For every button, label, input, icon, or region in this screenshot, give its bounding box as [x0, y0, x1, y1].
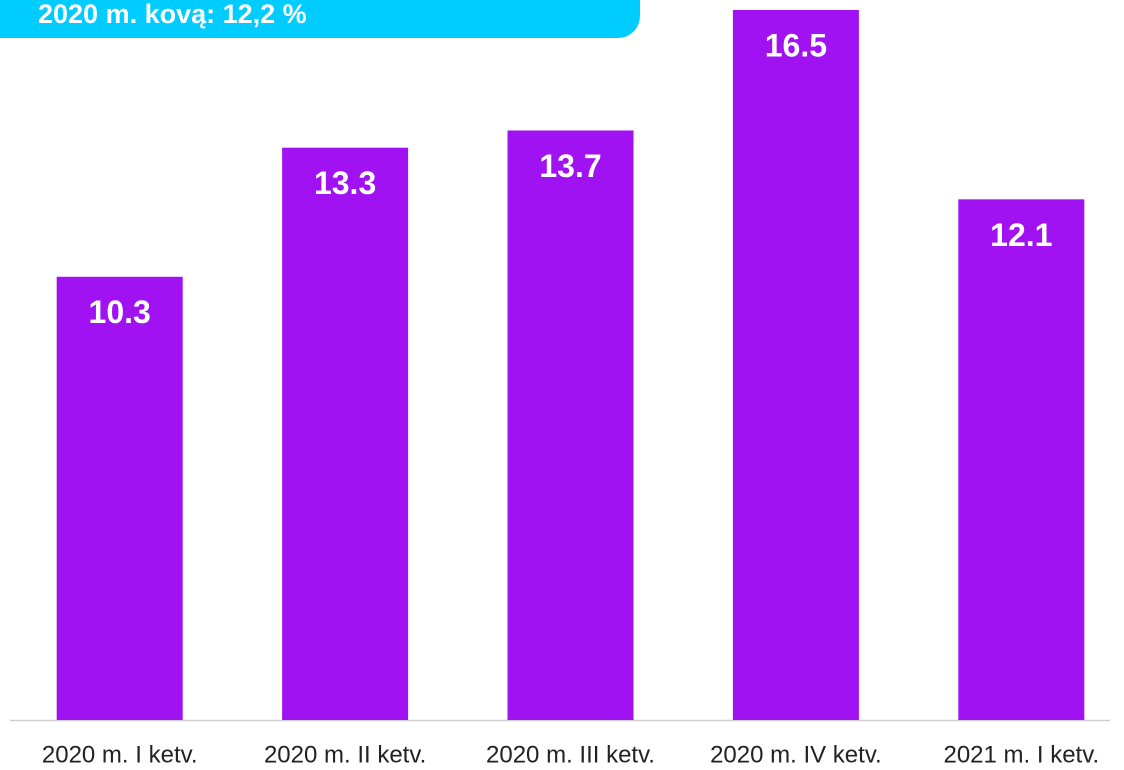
- x-tick-label: 2020 m. III ketv.: [486, 741, 655, 768]
- bar: [958, 199, 1085, 721]
- bar: [507, 130, 634, 720]
- value-label: 13.7: [539, 148, 601, 184]
- x-tick-label: 2020 m. II ketv.: [264, 741, 426, 768]
- x-tick-label: 2021 m. I ketv.: [943, 741, 1099, 768]
- value-label: 10.3: [89, 294, 151, 330]
- chart-title: 2020 m. kovą: 12,2 %: [38, 0, 307, 29]
- value-label: 13.3: [314, 165, 376, 201]
- bar: [282, 147, 409, 721]
- value-label: 12.1: [990, 217, 1052, 253]
- x-tick-label: 2020 m. IV ketv.: [710, 741, 882, 768]
- title-banner: [0, 0, 640, 38]
- bar: [56, 276, 183, 720]
- x-tick-label: 2020 m. I ketv.: [42, 741, 198, 768]
- bar: [732, 10, 859, 720]
- value-label: 16.5: [765, 27, 827, 63]
